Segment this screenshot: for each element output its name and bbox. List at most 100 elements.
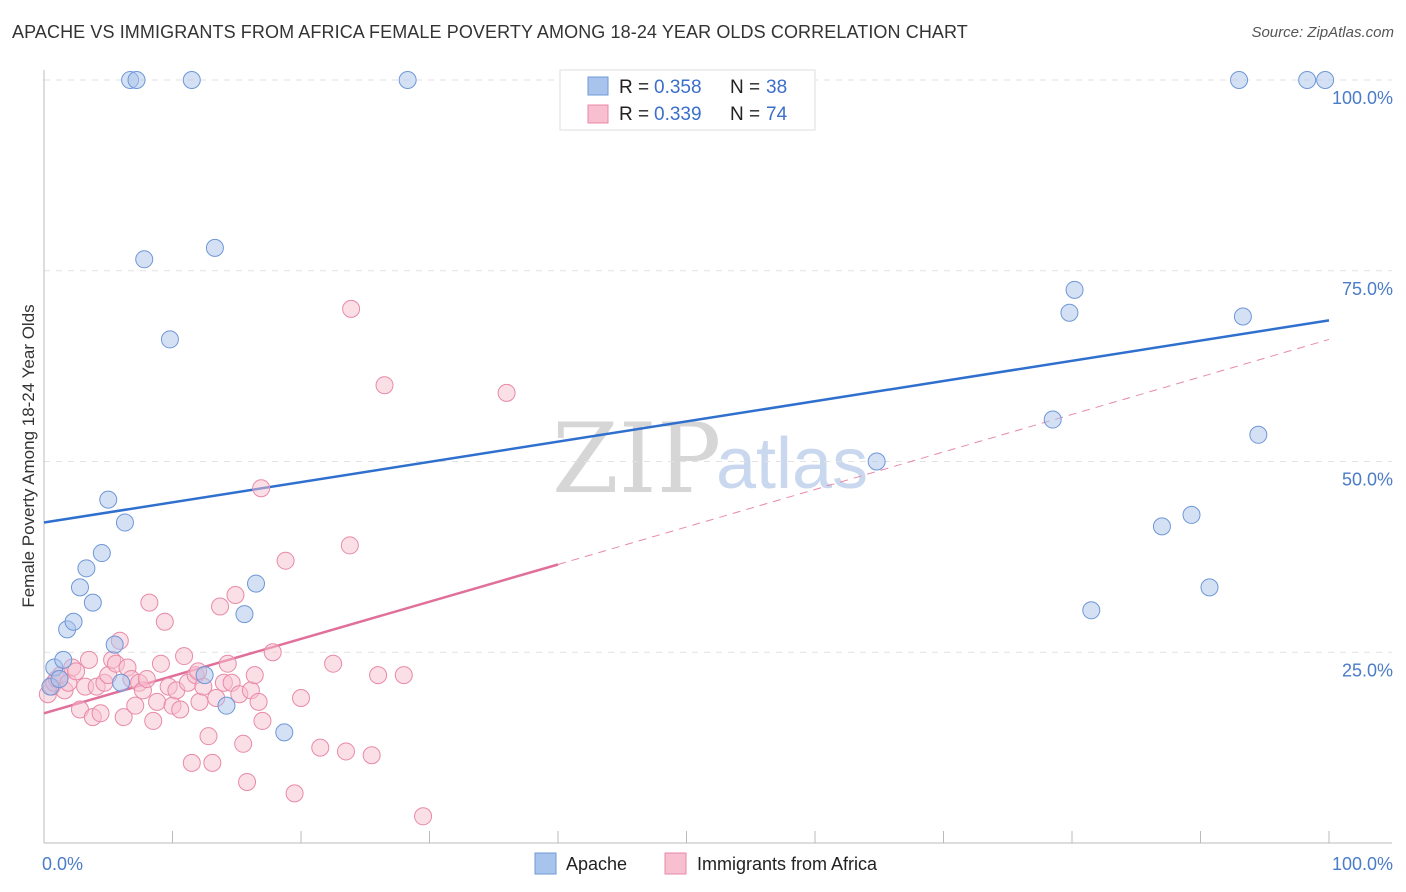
point-africa — [336, 742, 355, 761]
legend-r-value-africa: 0.339 — [654, 104, 702, 125]
legend-swatch-africa — [587, 104, 609, 124]
point-apache — [398, 71, 417, 89]
legend-r-value-apache: 0.358 — [654, 77, 702, 98]
point-africa — [362, 746, 381, 765]
point-africa — [324, 654, 343, 673]
point-africa — [67, 662, 86, 681]
point-africa — [140, 593, 159, 612]
point-apache — [1060, 303, 1079, 322]
point-africa — [114, 708, 133, 727]
point-apache — [127, 71, 146, 89]
point-apache — [195, 666, 214, 685]
point-apache — [1065, 280, 1084, 299]
point-apache — [70, 578, 89, 597]
point-apache — [1298, 71, 1317, 89]
x-tick-label-max: 100.0% — [1332, 854, 1393, 874]
point-apache — [1182, 505, 1201, 524]
point-africa — [342, 299, 361, 318]
legend-bottom-swatch-africa — [664, 852, 687, 875]
point-africa — [249, 692, 268, 711]
chart-title: APACHE VS IMMIGRANTS FROM AFRICA FEMALE … — [12, 22, 968, 42]
point-apache — [1082, 601, 1101, 620]
point-africa — [126, 696, 145, 715]
y-axis-title: Female Poverty Among 18-24 Year Olds — [19, 304, 38, 607]
point-apache — [1200, 578, 1219, 597]
point-africa — [175, 647, 194, 666]
point-africa — [234, 734, 253, 753]
legend-bottom-swatch-apache — [534, 852, 557, 875]
point-apache — [1249, 425, 1268, 444]
point-apache — [1316, 71, 1335, 89]
point-apache — [135, 250, 154, 269]
point-apache — [1152, 517, 1171, 536]
point-africa — [79, 650, 98, 669]
point-apache — [1230, 71, 1249, 89]
point-africa — [414, 807, 433, 826]
legend-n-value-africa: 74 — [766, 104, 788, 125]
point-apache — [83, 593, 102, 612]
point-africa — [497, 383, 516, 402]
point-africa — [292, 689, 310, 708]
point-apache — [1043, 410, 1062, 429]
point-africa — [182, 753, 201, 772]
point-africa — [190, 692, 209, 711]
legend-bottom-label-africa: Immigrants from Africa — [697, 854, 878, 874]
y-tick-label: 50.0% — [1342, 470, 1393, 490]
point-africa — [203, 753, 222, 772]
point-africa — [311, 738, 330, 757]
point-apache — [54, 650, 73, 669]
point-apache — [115, 513, 134, 532]
point-africa — [245, 666, 264, 685]
legend-top: R = 0.358 N = 38 R = 0.339 N = 74 — [559, 69, 816, 131]
trend-line-africa — [43, 563, 559, 715]
point-apache — [160, 330, 179, 349]
point-africa — [137, 669, 156, 688]
point-apache — [205, 238, 224, 257]
trend-line-africa-extrapolated — [557, 338, 1330, 565]
legend-n-label-africa: N = — [730, 104, 760, 125]
legend-bottom-label-apache: Apache — [566, 854, 627, 874]
point-africa — [394, 666, 413, 685]
point-apache — [182, 71, 201, 89]
point-africa — [218, 654, 237, 673]
point-apache — [64, 612, 83, 631]
point-africa — [151, 654, 170, 673]
point-africa — [276, 551, 295, 570]
point-africa — [263, 643, 282, 662]
watermark-atlas: atlas — [716, 424, 868, 504]
point-apache — [247, 574, 266, 593]
point-africa — [91, 704, 110, 723]
point-apache — [217, 696, 236, 715]
point-africa — [253, 711, 272, 730]
scatter-points — [38, 71, 1335, 826]
point-africa — [285, 784, 304, 803]
point-apache — [275, 723, 294, 742]
trend-lines — [43, 319, 1330, 715]
y-tick-label: 75.0% — [1342, 279, 1393, 299]
point-apache — [105, 635, 124, 654]
point-apache — [235, 605, 254, 624]
legend-swatch-apache — [587, 76, 609, 96]
legend-r-label-africa: R = — [619, 104, 649, 125]
legend-r-label-apache: R = — [619, 77, 649, 98]
point-africa — [199, 727, 218, 746]
point-africa — [155, 612, 174, 631]
point-africa — [226, 586, 245, 605]
point-apache — [92, 544, 111, 563]
point-africa — [144, 711, 163, 730]
y-tick-label: 100.0% — [1332, 88, 1393, 108]
point-africa — [238, 772, 257, 791]
y-tick-labels: 25.0% 50.0% 75.0% 100.0% — [1332, 88, 1393, 680]
x-axis-ticks — [43, 831, 1330, 843]
y-tick-label: 25.0% — [1342, 660, 1393, 680]
point-africa — [340, 536, 359, 555]
point-apache — [1233, 307, 1252, 326]
point-apache — [77, 559, 96, 578]
point-apache — [867, 452, 886, 471]
point-africa — [148, 692, 167, 711]
legend-n-label-apache: N = — [730, 77, 760, 98]
chart-source: Source: ZipAtlas.com — [1251, 24, 1394, 41]
x-tick-label-min: 0.0% — [42, 854, 83, 874]
point-africa — [252, 479, 271, 498]
